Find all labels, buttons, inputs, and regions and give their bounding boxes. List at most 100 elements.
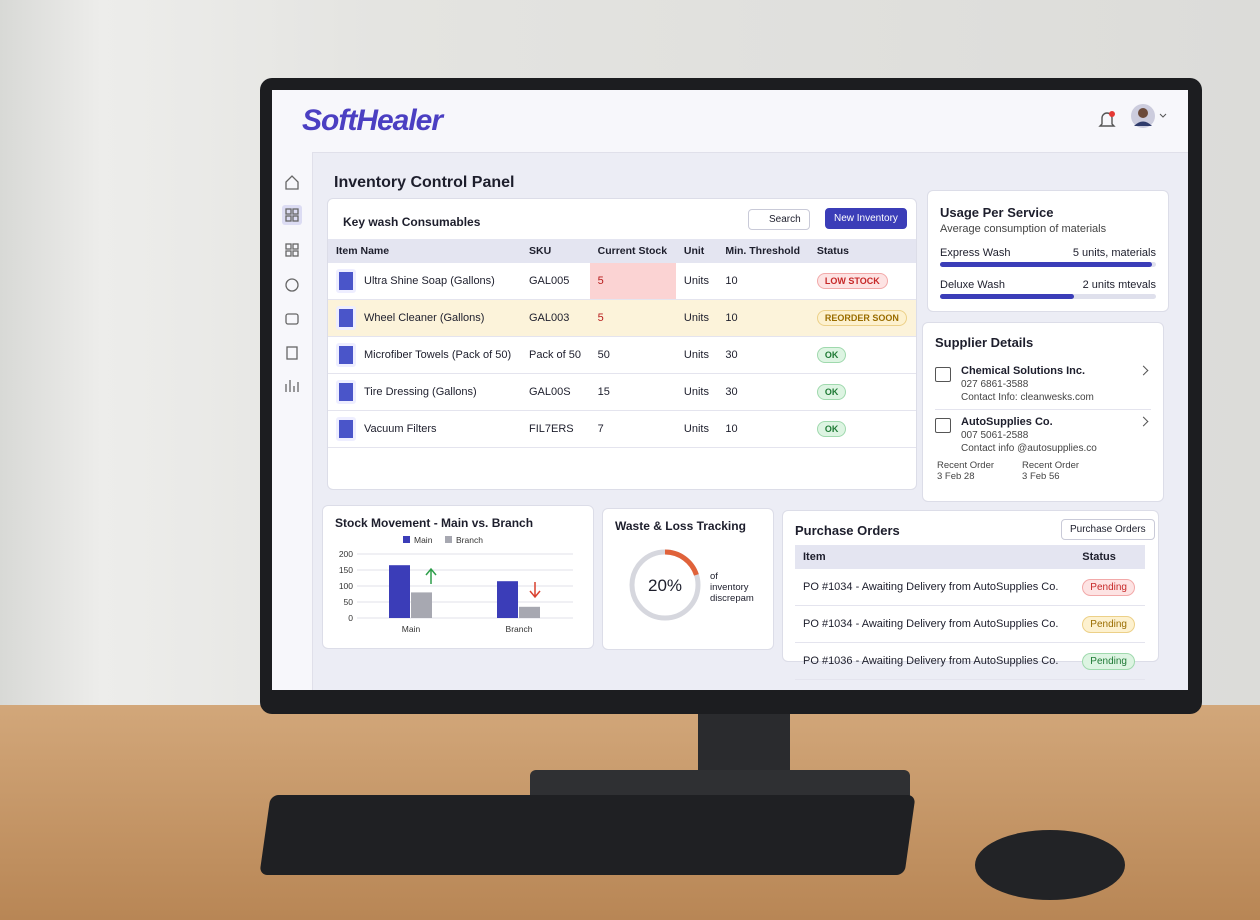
cell: 5 xyxy=(589,299,676,337)
item-icon xyxy=(336,417,356,441)
status-badge: Pending xyxy=(1082,615,1135,633)
cell: 30 xyxy=(717,373,809,411)
user-avatar[interactable] xyxy=(1130,102,1170,130)
cell: GAL005 xyxy=(520,263,590,300)
status-badge: REORDER SOON xyxy=(816,310,907,326)
status-cell: OK xyxy=(808,410,916,448)
item-name: Microfiber Towels (Pack of 50) xyxy=(328,336,521,374)
column-header: Status xyxy=(1074,545,1145,569)
waste-donut xyxy=(629,549,701,621)
cell: GAL003 xyxy=(520,299,590,337)
card-title: Stock Movement - Main vs. Branch xyxy=(335,516,534,530)
column-header: Current Stock xyxy=(589,239,676,263)
card-subtitle: Average consumption of materials xyxy=(940,223,1107,235)
po-status: Pending xyxy=(1074,605,1145,643)
recent-date: 3 Feb 28 xyxy=(937,471,975,482)
bar xyxy=(519,606,540,618)
supplier: AutoSupplies Co. 007 5061-2588 Contact inf… xyxy=(935,410,1151,488)
legend-swatch xyxy=(445,536,452,543)
cell: 30 xyxy=(717,336,809,374)
keyboard xyxy=(259,795,916,875)
status-cell: LOW STOCK xyxy=(808,263,916,300)
status-badge: Pending xyxy=(1082,578,1135,596)
cell: Units xyxy=(675,410,718,448)
status-badge: LOW STOCK xyxy=(816,273,888,289)
recent-label: Recent Order xyxy=(937,460,995,471)
cell-text: 7 xyxy=(597,423,604,435)
logo[interactable]: SoftHealer xyxy=(302,104,443,137)
item-icon xyxy=(336,380,356,404)
card-title: Usage Per Service xyxy=(940,205,1054,220)
usage-bar xyxy=(940,262,1152,267)
cell: Units xyxy=(675,373,718,411)
cell: 10 xyxy=(717,263,809,300)
waste-card: Waste & Loss Tracking 20% of inventory d… xyxy=(602,508,774,650)
cell-text: 15 xyxy=(597,386,610,398)
usage-row: Express Wash 5 units, materials xyxy=(940,247,1156,267)
new-inventory-button[interactable]: New Inventory xyxy=(825,208,907,229)
cell-text: GAL005 xyxy=(528,275,570,287)
usage-amount: 5 units, materials xyxy=(1072,247,1156,259)
supplier-card: Supplier Details Chemical Solutions Inc.… xyxy=(922,322,1164,502)
y-tick-label: 50 xyxy=(344,597,354,607)
status-cell: REORDER SOON xyxy=(808,299,916,337)
purchase-orders-button[interactable]: Purchase Orders xyxy=(1061,519,1155,540)
item-icon xyxy=(336,343,356,367)
inventory-card: Key wash Consumables Search New Inventor… xyxy=(327,198,917,490)
cell-text: Units xyxy=(683,386,709,398)
cell-text: 30 xyxy=(725,386,738,398)
recent-order: Recent Order 3 Feb 56 xyxy=(1022,460,1079,482)
supplier-contact: Contact Info: cleanwesks.com xyxy=(961,392,1094,403)
cell-text: Tire Dressing (Gallons) xyxy=(364,385,477,398)
cell: 5 xyxy=(589,263,676,300)
notification-bell[interactable] xyxy=(1098,110,1116,130)
item-icon xyxy=(336,306,356,330)
waste-value-label: 20% xyxy=(648,576,683,595)
inventory-row: Microfiber Towels (Pack of 50) Pack of 50… xyxy=(328,336,916,374)
legend-label: Branch xyxy=(456,535,483,545)
item-name: Tire Dressing (Gallons) xyxy=(328,373,521,411)
cell: 50 xyxy=(589,336,676,374)
recent-date: 3 Feb 56 xyxy=(1022,471,1060,482)
y-tick-label: 100 xyxy=(339,581,353,591)
cell-text: 50 xyxy=(597,349,610,361)
column-header: Unit xyxy=(675,239,718,263)
card-title: Purchase Orders xyxy=(795,523,900,538)
usage-track xyxy=(940,294,1156,299)
po-status: Pending xyxy=(1074,569,1145,606)
bar xyxy=(389,565,410,618)
card-title: Waste & Loss Tracking xyxy=(615,519,746,533)
usage-row: Deluxe Wash 2 units mtevals xyxy=(940,279,1156,299)
usage-name: Express Wash xyxy=(940,247,1011,259)
cell: GAL00S xyxy=(520,373,590,411)
cell: FIL7ERS xyxy=(520,410,590,448)
cell: Units xyxy=(675,336,718,374)
po-row: PO #1034 - Awaiting Delivery from AutoSu… xyxy=(795,569,1145,606)
supplier-name: AutoSupplies Co. xyxy=(961,416,1053,428)
trend-up-arrow xyxy=(425,567,437,584)
po-item: PO #1036 - Awaiting Delivery from AutoSu… xyxy=(795,642,1075,680)
supplier-phone: 027 6861-3588 xyxy=(961,379,1029,390)
usage-card: Usage Per Service Average consumption of… xyxy=(927,190,1169,312)
item-name: Wheel Cleaner (Gallons) xyxy=(328,299,521,337)
usage-head: Deluxe Wash 2 units mtevals xyxy=(940,279,1156,291)
sidebar-icons[interactable] xyxy=(272,152,312,426)
inventory-table: Item Name SKU Current Stock Unit Min. Thresh… xyxy=(328,239,916,448)
search-button[interactable]: Search xyxy=(748,209,810,230)
item-icon xyxy=(336,269,356,293)
cell-text: FIL7ERS xyxy=(528,423,574,435)
column-header: Item xyxy=(795,545,1075,569)
trend-down-arrow xyxy=(529,582,541,599)
cell: 15 xyxy=(589,373,676,411)
status-cell: OK xyxy=(808,373,916,411)
inventory-row: Wheel Cleaner (Gallons) GAL003 5 Units 10 REO… xyxy=(328,299,916,337)
status-cell: OK xyxy=(808,336,916,374)
supplier-icon xyxy=(935,418,951,433)
supplier-contact: Contact info @autosupplies.co xyxy=(961,443,1097,454)
cell-text: 30 xyxy=(725,349,738,361)
card-title: Key wash Consumables xyxy=(343,215,481,229)
status-badge: Pending xyxy=(1082,652,1135,670)
cell-text: Ultra Shine Soap (Gallons) xyxy=(364,274,495,287)
usage-track xyxy=(940,262,1156,267)
